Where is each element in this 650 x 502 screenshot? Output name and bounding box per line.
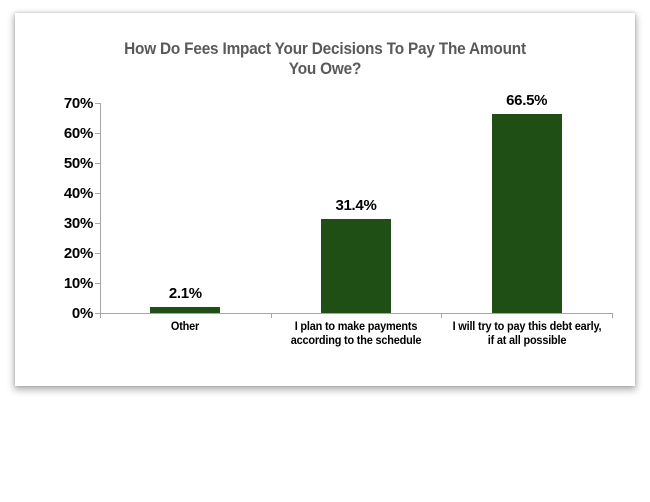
- y-tick-label: 20%: [63, 245, 93, 262]
- chart-title: How Do Fees Impact Your Decisions To Pay…: [124, 40, 526, 79]
- y-tick-label: 70%: [63, 95, 93, 112]
- y-tick-mark: [95, 133, 100, 134]
- y-axis-line: [100, 103, 101, 314]
- bar-value-label: 66.5%: [506, 91, 548, 109]
- bar: [150, 306, 221, 313]
- chart-card: How Do Fees Impact Your Decisions To Pay…: [15, 13, 635, 386]
- bar-value-label: 2.1%: [168, 284, 202, 302]
- y-tick-label: 60%: [63, 125, 93, 142]
- x-category-label: I plan to make payments according to the…: [290, 321, 422, 348]
- y-tick-mark: [95, 223, 100, 224]
- y-tick-label: 50%: [63, 155, 93, 172]
- x-tick-mark: [270, 314, 272, 318]
- x-tick-mark: [612, 314, 613, 318]
- x-category-label: Other: [171, 321, 200, 333]
- y-tick-label: 10%: [63, 275, 93, 292]
- y-tick-mark: [95, 253, 100, 254]
- plot-area: 0% 10% 20% 30% 40% 50% 60% 70% 2.1% Other 31.4% I p…: [15, 13, 635, 386]
- y-tick-mark: [95, 313, 100, 314]
- y-tick-mark: [95, 103, 100, 104]
- y-tick-mark: [95, 193, 100, 194]
- x-tick-mark: [441, 314, 443, 318]
- bar: [491, 113, 562, 313]
- bar-value-label: 31.4%: [335, 196, 377, 214]
- x-tick-mark: [100, 314, 101, 318]
- x-category-label: I will try to pay this debt early, if at…: [452, 321, 602, 348]
- y-tick-label: 30%: [63, 215, 93, 232]
- y-tick-mark: [95, 163, 100, 164]
- y-tick-label: 0%: [71, 305, 93, 322]
- y-tick-label: 40%: [63, 185, 93, 202]
- bar: [321, 218, 391, 313]
- y-tick-mark: [95, 283, 100, 284]
- x-axis-line: [100, 313, 613, 314]
